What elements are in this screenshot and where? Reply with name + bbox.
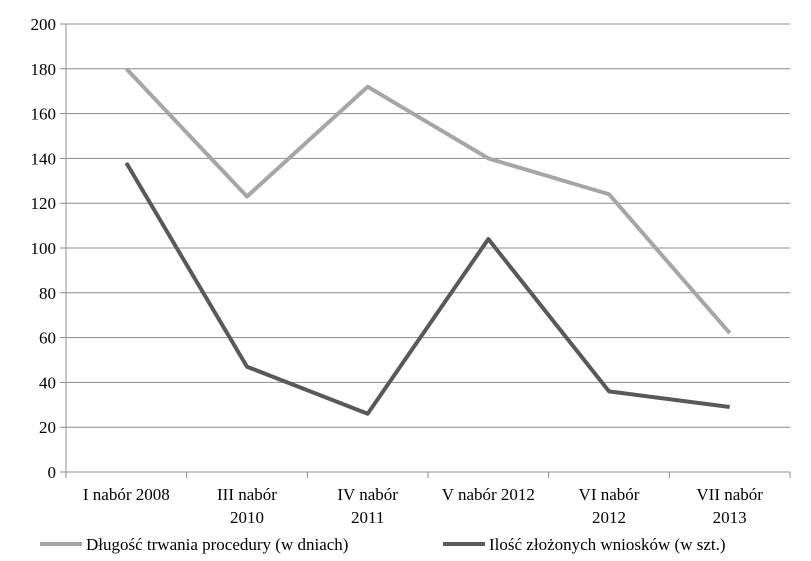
legend-label-2: Ilość złożonych wniosków (w szt.) [489,535,726,554]
y-tick-label: 140 [31,149,57,168]
y-tick-label: 120 [31,194,57,213]
y-tick-label: 180 [31,60,57,79]
legend: Długość trwania procedury (w dniach) Iloś… [40,535,726,554]
x-axis: I nabór 2008 III nabór 2010 IV nabór 2011 V n… [65,24,791,527]
legend-label-1: Długość trwania procedury (w dniach) [86,535,348,554]
y-tick-label: 20 [39,418,56,437]
x-tick-label: V nabór 2012 [442,485,535,504]
y-tick-label: 40 [39,373,56,392]
series-line-2 [124,161,730,416]
series-lines [124,67,732,416]
y-tick-label: 0 [48,463,57,482]
y-tick-label: 160 [31,105,57,124]
x-tick-label: I nabór 2008 [83,485,170,504]
y-axis: 0 20 40 60 80 100 120 140 160 180 200 [31,15,66,482]
y-tick-label: 80 [39,284,56,303]
x-tick-label: IV nabór 2011 [337,485,398,527]
y-tick-label: 100 [31,239,57,258]
x-tick-label: VI nabór 2012 [579,485,640,527]
y-tick-label: 60 [39,329,56,348]
x-tick-label: III nabór 2010 [217,485,277,527]
series-line-1 [124,67,732,335]
gridlines [66,23,790,428]
y-tick-label: 200 [31,15,57,34]
x-tick-label: VII nabór 2013 [696,485,763,527]
